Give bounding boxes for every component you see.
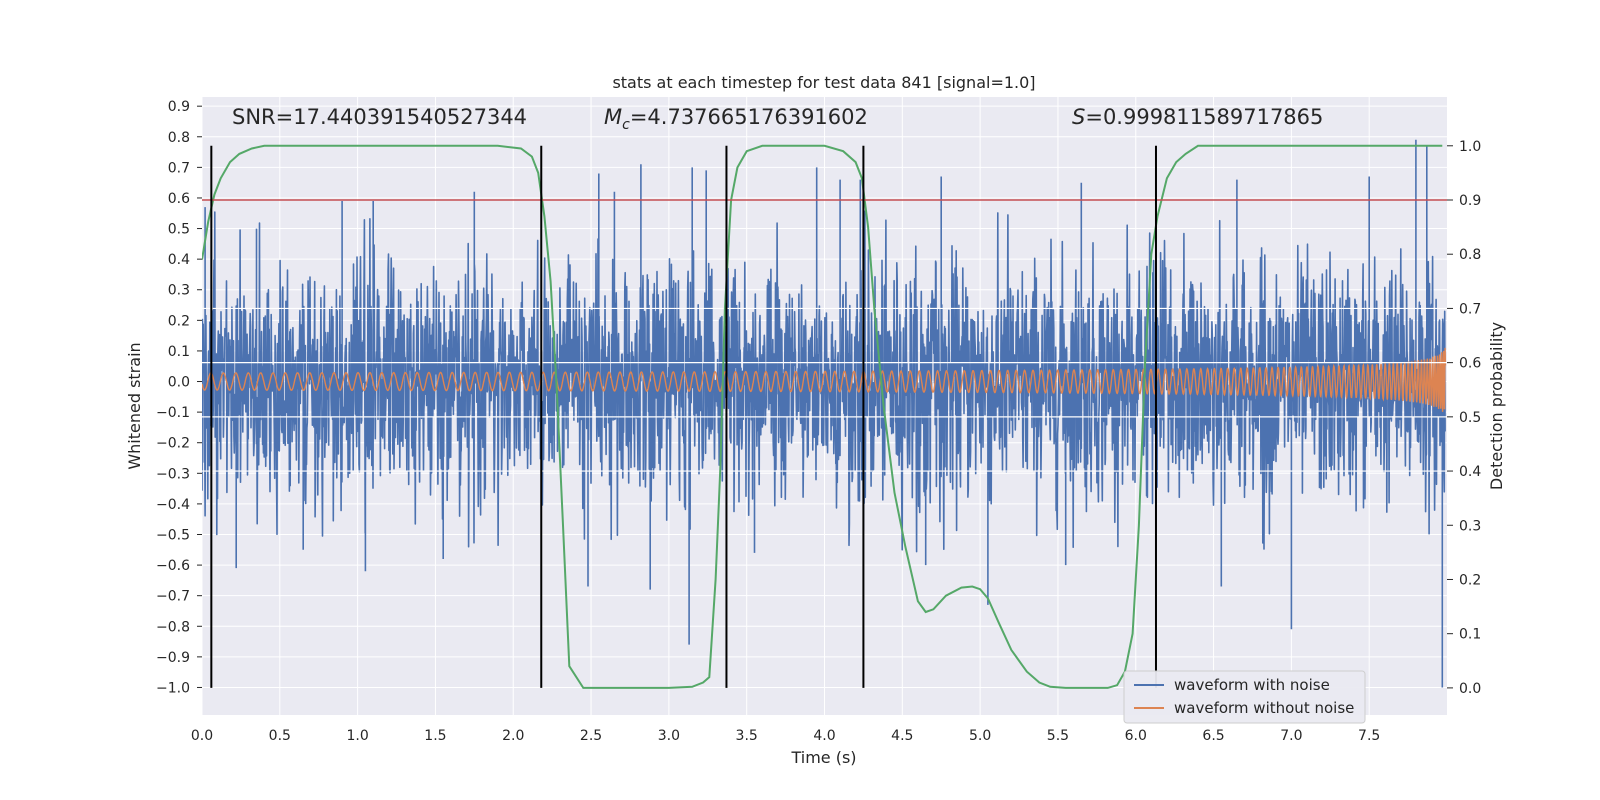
s-symbol: S [1072,105,1085,129]
x-tick-label: 2.5 [580,728,602,744]
x-tick-label: 0.0 [191,728,213,744]
legend-label-noise: waveform with noise [1174,676,1330,694]
y-tick-label: 0.5 [168,222,190,238]
x-tick-label: 3.0 [658,728,680,744]
y-tick-label: −0.8 [156,619,190,635]
y-tick-label: −0.3 [156,466,190,482]
y2-tick-label: 0.7 [1459,301,1481,317]
legend: waveform with noise waveform without noi… [1123,670,1366,724]
y-tick-label: −0.6 [156,558,190,574]
x-axis-title: Time (s) [790,748,856,767]
x-tick-label: 5.5 [1047,728,1069,744]
y-tick-label: −0.4 [156,497,190,513]
y-tick-label: 0.1 [168,344,190,360]
y-tick-label: 0.3 [168,283,190,299]
x-tick-label: 1.5 [424,728,446,744]
x-tick-label: 5.0 [969,728,991,744]
y2-tick-label: 0.2 [1459,572,1481,588]
vertical-markers [210,145,1157,688]
y-tick-label: 0.2 [168,313,190,329]
snr-annotation: SNR=17.440391540527344 [232,105,527,129]
clean-trace [202,347,1447,412]
s-annotation: S=0.999811589717865 [1072,105,1323,129]
x-tick-label: 4.5 [891,728,913,744]
y2-tick-label: 0.1 [1459,627,1481,643]
y-tick-label: −0.1 [156,405,190,421]
y-tick-label: −0.7 [156,589,190,605]
chart-title: stats at each timestep for test data 841… [612,73,1035,92]
y-tick-label: 0.9 [168,99,190,115]
y-tick-label: 0.0 [168,375,190,391]
x-axis-ticks: 0.0 0.5 1.0 1.5 2.0 2.5 3.0 3.5 4.0 4.5 5.0 5.5 6.0 6… [191,728,1380,744]
x-tick-label: 3.5 [736,728,758,744]
y2-tick-label: 0.5 [1459,410,1481,426]
mc-subscript: c [622,117,630,133]
x-tick-label: 2.0 [502,728,524,744]
y-tick-label: 0.4 [168,252,190,268]
x-tick-label: 7.5 [1358,728,1380,744]
y2-tick-label: 0.4 [1459,464,1481,480]
y2-axis-title: Detection probability [1487,322,1506,490]
y2-tick-label: 0.9 [1459,193,1481,209]
series-detection-probability [202,144,1443,689]
s-value: =0.999811589717865 [1085,105,1323,129]
series-waveform-with-noise [202,139,1446,688]
y-tick-label: 0.8 [168,130,190,146]
x-tick-label: 1.0 [346,728,368,744]
legend-label-clean: waveform without noise [1174,699,1354,717]
y-tick-label: 0.6 [168,191,190,207]
series-waveform-without-noise [202,307,1447,472]
mc-symbol: M [604,105,622,129]
probability-trace [202,144,1443,689]
y2-tick-label: 0.3 [1459,518,1481,534]
y2-tick-label: 0.6 [1459,356,1481,372]
mc-value: =4.737665176391602 [630,105,868,129]
x-tick-label: 0.5 [269,728,291,744]
y-tick-label: −0.9 [156,650,190,666]
noise-trace [202,139,1446,688]
y2-axis-ticks: 1.0 0.9 0.8 0.7 0.6 0.5 0.4 0.3 0.2 0.1 0.0 [1447,139,1481,697]
x-tick-label: 4.0 [813,728,835,744]
x-tick-label: 6.0 [1125,728,1147,744]
y-tick-label: −0.2 [156,436,190,452]
legend-box [1123,670,1366,724]
y-tick-label: −0.5 [156,527,190,543]
y2-tick-label: 1.0 [1459,139,1481,155]
y-axis-ticks: 0.9 0.8 0.7 0.6 0.5 0.4 0.3 0.2 0.1 0.0 −0.1 −0.2 −0… [156,99,202,696]
y-tick-label: −1.0 [156,680,190,696]
x-tick-label: 6.5 [1202,728,1224,744]
y-tick-label: 0.7 [168,160,190,176]
mc-annotation: Mc=4.737665176391602 [604,105,868,133]
y-axis-title: Whitened strain [125,342,144,469]
y2-tick-label: 0.8 [1459,247,1481,263]
y2-tick-label: 0.0 [1459,681,1481,697]
x-tick-label: 7.0 [1280,728,1302,744]
